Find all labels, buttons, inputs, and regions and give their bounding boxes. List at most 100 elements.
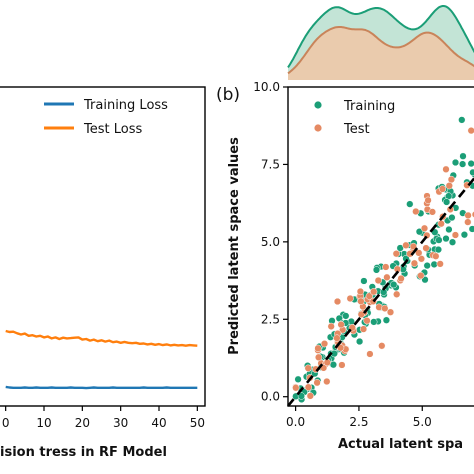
scatter-point-training (448, 213, 456, 222)
scatter-point-training (355, 337, 364, 346)
scatter-point-test (415, 249, 423, 257)
loss-x-tick-label: 20 (75, 416, 90, 430)
scatter-points-layer (292, 116, 474, 404)
scatter-point-test (464, 218, 472, 226)
scatter-point-training (329, 361, 338, 369)
scatter-point-test (436, 260, 444, 268)
scatter-point-test (382, 263, 390, 271)
scatter-point-test (445, 182, 453, 190)
scatter-point-test (447, 175, 456, 184)
scatter-plot-frame (287, 86, 474, 407)
scatter-point-test (314, 344, 322, 352)
scatter-point-test (442, 165, 450, 173)
legend-label-test-loss: Test Loss (83, 122, 142, 137)
scatter-y-tick-label: 0.0 (261, 390, 280, 404)
scatter-point-test (424, 196, 432, 204)
scatter-point-training (460, 231, 469, 239)
scatter-point-test (378, 342, 386, 350)
loss-chart: 0 10 20 30 40 50 Training Loss Test Loss isio… (0, 86, 206, 460)
scatter-point-training (370, 318, 378, 326)
scatter-point-training (390, 280, 398, 289)
scatter-point-training (459, 152, 467, 160)
scatter-point-test (438, 185, 447, 193)
scatter-x-tick-label: 5.0 (413, 415, 432, 429)
scatter-point-test (314, 353, 323, 361)
scatter-point-test (292, 384, 300, 392)
loss-x-axis-label: ision tress in RF Model (0, 445, 167, 460)
scatter-point-test (422, 244, 430, 252)
scatter-point-training (430, 260, 438, 269)
loss-plot-frame (0, 86, 206, 407)
loss-x-tick-label: 10 (36, 416, 51, 430)
scatter-point-test (451, 231, 460, 239)
scatter-point-test (397, 274, 405, 283)
scatter-x-tick-label: 0.0 (286, 415, 305, 429)
scatter-y-tick-label: 7.5 (261, 157, 280, 171)
scatter-point-test (410, 259, 419, 267)
scatter-point-training (468, 225, 474, 233)
scatter-axis-ticks: 0.0 2.5 5.0 0.0 2.5 5.0 7.5 10.0 (253, 80, 432, 429)
scatter-y-tick-label: 5.0 (261, 235, 280, 249)
identity-reference-line (286, 176, 474, 407)
scatter-point-test (333, 297, 342, 306)
scatter-point-training (294, 375, 302, 383)
loss-x-ticks: 0 10 20 30 40 50 (2, 406, 205, 430)
scatter-point-training (442, 198, 451, 206)
density-curve-test (287, 26, 474, 75)
scatter-point-test (464, 211, 472, 220)
scatter-point-test (356, 287, 365, 296)
scatter-point-test (320, 340, 329, 348)
scatter-point-test (359, 325, 368, 333)
loss-legend: Training Loss Test Loss (44, 98, 168, 137)
scatter-point-training (467, 159, 474, 168)
scatter-point-test (327, 322, 335, 331)
scatter-point-test (428, 208, 437, 216)
scatter-point-training (469, 168, 474, 177)
scatter-y-axis-label: Predicted latent space values (227, 137, 242, 355)
scatter-point-test (437, 220, 445, 228)
scatter-y-tick-label: 10.0 (253, 80, 280, 94)
scatter-point-test (467, 126, 474, 135)
scatter-point-test (357, 297, 365, 305)
scatter-point-test (412, 207, 420, 216)
scatter-point-test (370, 288, 378, 296)
scatter-point-test (333, 334, 341, 342)
scatter-point-training (434, 245, 443, 254)
loss-x-tick-label: 30 (113, 416, 128, 430)
legend-label-training: Training (343, 99, 395, 114)
scatter-point-test (306, 392, 314, 400)
legend-label-test: Test (343, 122, 370, 137)
scatter-point-test (420, 224, 429, 232)
legend-marker-test (314, 124, 322, 132)
scatter-point-training (342, 312, 350, 320)
loss-line-test (5, 329, 198, 347)
scatter-point-training (458, 116, 466, 124)
scatter-y-tick-label: 2.5 (261, 312, 280, 326)
loss-x-tick-label: 40 (151, 416, 166, 430)
scatter-x-axis-label: Actual latent spa (338, 437, 463, 452)
density-curve-training (287, 5, 474, 68)
scatter-point-test (323, 377, 331, 386)
scatter-point-training (445, 225, 453, 234)
legend-label-training-loss: Training Loss (83, 98, 168, 113)
scatter-point-training (372, 266, 381, 274)
scatter-point-training (406, 200, 414, 208)
scatter-point-test (366, 350, 374, 358)
loss-series-layer (5, 329, 198, 390)
scatter-point-test (393, 290, 401, 298)
scatter-point-training (423, 261, 431, 270)
scatter-point-training (448, 238, 457, 246)
scatter-point-test (402, 241, 410, 249)
scatter-point-test (357, 310, 365, 319)
scatter-point-training (415, 228, 424, 236)
scatter-point-training (435, 236, 443, 244)
scatter-point-training (297, 392, 306, 400)
scatter-point-test (381, 304, 389, 313)
scatter-point-test (337, 320, 345, 329)
scatter-point-test (392, 250, 400, 258)
loss-x-tick-label: 50 (190, 416, 205, 430)
scatter-point-test (313, 379, 321, 387)
scatter-point-test (363, 317, 371, 325)
legend-marker-training (314, 101, 322, 109)
scatter-point-test (383, 273, 391, 281)
